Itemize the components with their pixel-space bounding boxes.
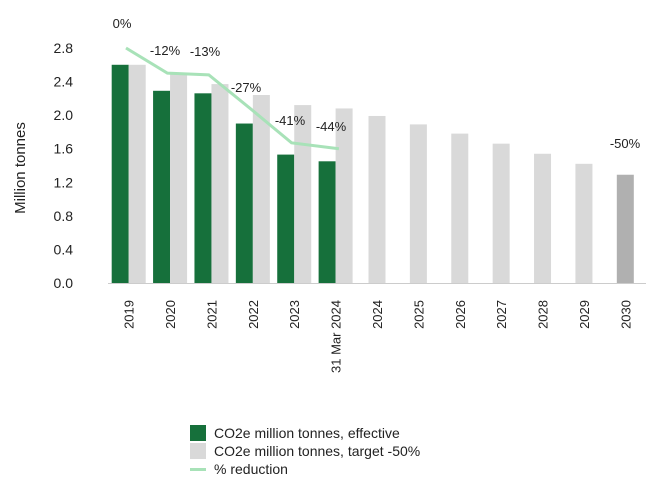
bar-target <box>211 84 229 283</box>
x-tick-label: 2028 <box>536 300 551 329</box>
y-axis-ticks: 0.0 0.4 0.8 1.2 1.6 2.0 2.4 2.8 <box>54 40 74 291</box>
bar-target <box>252 95 270 283</box>
bar-target <box>335 108 353 283</box>
bar-target <box>170 73 188 283</box>
bars <box>111 64 634 284</box>
bar-target <box>409 124 427 283</box>
y-tick-label: 0.0 <box>54 275 74 291</box>
bar-effective <box>153 90 171 283</box>
y-tick-label: 1.6 <box>54 141 74 157</box>
x-tick-label: 2020 <box>163 300 178 329</box>
y-tick-label: 1.2 <box>54 174 74 190</box>
x-tick-label: 2025 <box>411 300 426 329</box>
bar-target <box>575 163 593 283</box>
legend-item-reduction: % reduction <box>190 460 420 478</box>
reduction-label: -41% <box>275 113 306 128</box>
bar-target <box>492 143 510 283</box>
x-tick-label: 2029 <box>577 300 592 329</box>
legend-item-effective: CO2e million tonnes, effective <box>190 424 420 442</box>
bar-effective <box>318 161 336 283</box>
bar-target <box>451 133 469 283</box>
reduction-label: -27% <box>231 80 262 95</box>
x-tick-label: 2027 <box>494 300 509 329</box>
bar-target <box>368 115 386 283</box>
bar-effective <box>194 93 212 283</box>
legend-label-target: CO2e million tonnes, target -50% <box>214 443 421 459</box>
x-tick-label: 2030 <box>618 300 633 329</box>
bar-effective <box>111 64 129 284</box>
y-axis-label: Million tonnes <box>12 122 29 214</box>
x-tick-label: 2021 <box>204 300 219 329</box>
reduction-line <box>125 46 340 151</box>
legend-label-reduction: % reduction <box>214 461 288 477</box>
reduction-labels: 0% -12% -13% -27% -41% -44% -50% <box>113 16 641 151</box>
legend-label-effective: CO2e million tonnes, effective <box>214 425 400 441</box>
final-reduction-label: -50% <box>610 136 641 151</box>
bar-effective <box>235 123 253 284</box>
x-tick-label: 2024 <box>370 300 385 329</box>
y-tick-label: 0.4 <box>54 241 74 257</box>
bar-target <box>534 153 552 283</box>
bar-effective <box>277 154 295 283</box>
reduction-label: -44% <box>316 119 347 134</box>
reduction-label: -13% <box>190 44 221 59</box>
y-tick-label: 0.8 <box>54 208 74 224</box>
y-tick-label: 2.0 <box>54 107 74 123</box>
x-tick-label: 2026 <box>453 300 468 329</box>
legend-item-target: CO2e million tonnes, target -50% <box>190 442 420 460</box>
reduction-label: 0% <box>113 16 132 31</box>
x-tick-label: 31 Mar 2024 <box>329 300 344 373</box>
bar-target <box>128 64 146 284</box>
legend: CO2e million tonnes, effective CO2e mill… <box>190 424 420 478</box>
reduction-label: -12% <box>150 43 181 58</box>
bar-target <box>294 105 312 283</box>
legend-swatch-reduction <box>190 467 206 471</box>
y-tick-label: 2.4 <box>54 74 74 90</box>
legend-swatch-target <box>190 443 206 459</box>
x-tick-label: 2022 <box>246 300 261 329</box>
bar-effective <box>616 174 634 283</box>
x-axis-ticks: 2019 2020 2021 2022 2023 31 Mar 2024 2024 2025 2… <box>122 300 634 373</box>
x-tick-label: 2023 <box>287 300 302 329</box>
x-tick-label: 2019 <box>122 300 137 329</box>
reduction-line-path <box>125 46 340 151</box>
y-tick-label: 2.8 <box>54 40 74 56</box>
legend-swatch-effective <box>190 425 206 441</box>
